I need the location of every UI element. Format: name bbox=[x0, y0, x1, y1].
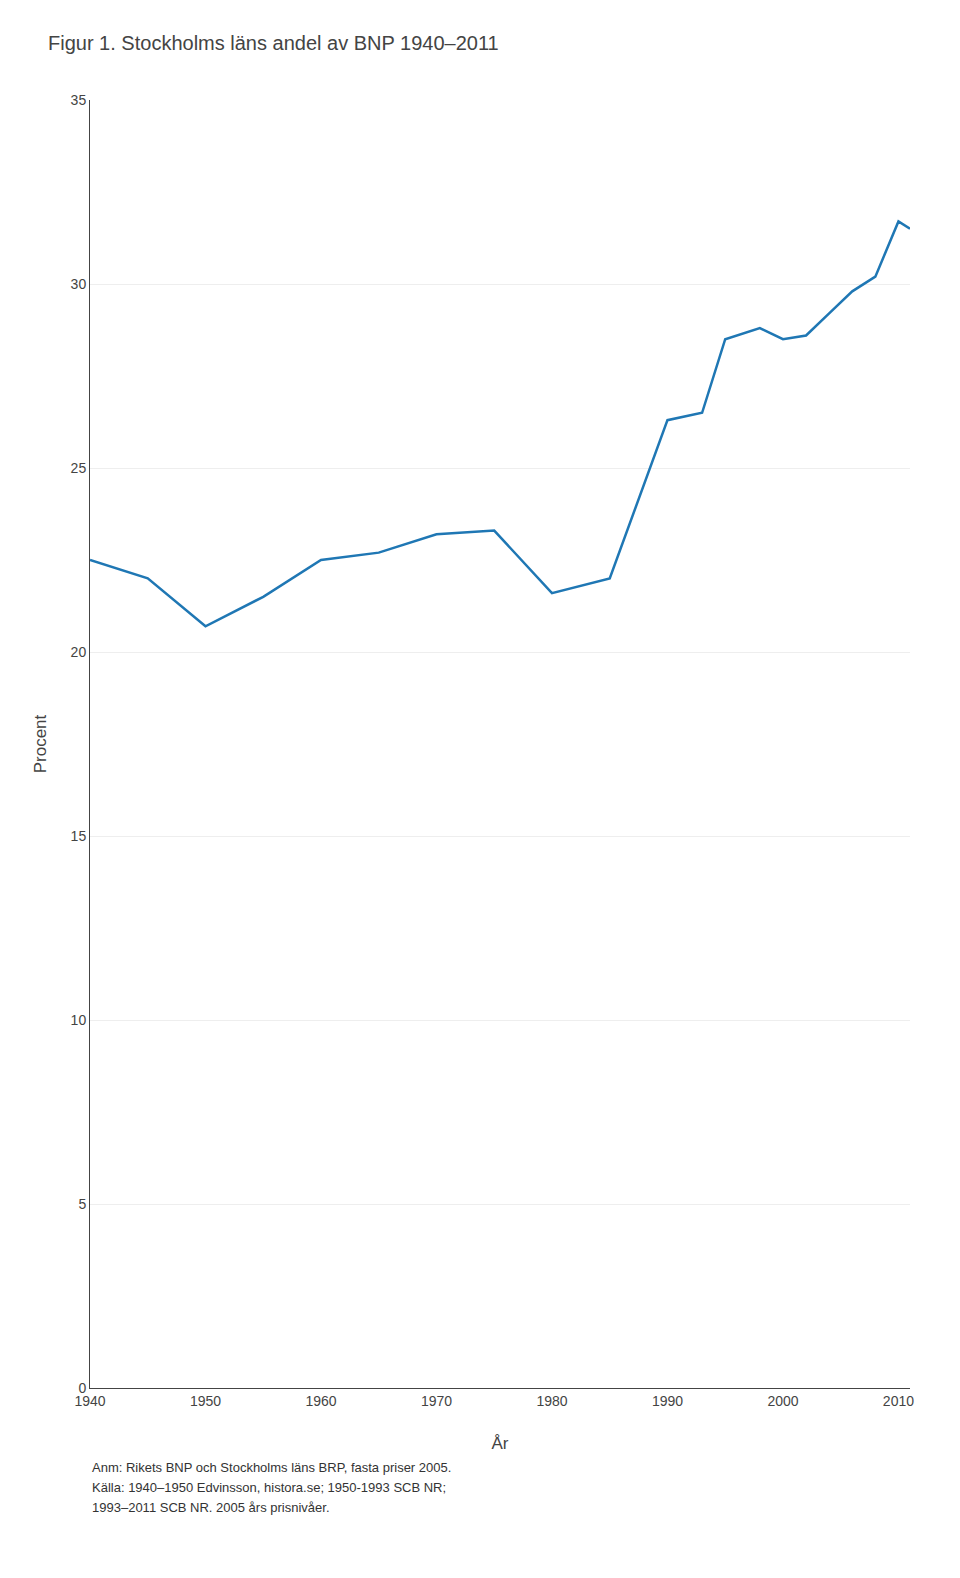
svg-text:35: 35 bbox=[71, 92, 87, 108]
svg-text:Procent: Procent bbox=[31, 714, 50, 773]
svg-text:10: 10 bbox=[71, 1012, 87, 1028]
svg-text:1990: 1990 bbox=[652, 1393, 683, 1409]
svg-text:2000: 2000 bbox=[767, 1393, 798, 1409]
svg-text:30: 30 bbox=[71, 276, 87, 292]
svg-text:1940: 1940 bbox=[74, 1393, 105, 1409]
svg-text:År: År bbox=[492, 1434, 509, 1453]
svg-text:1993–2011 SCB NR. 2005 års pri: 1993–2011 SCB NR. 2005 års prisnivåer. bbox=[92, 1500, 330, 1515]
svg-text:1960: 1960 bbox=[305, 1393, 336, 1409]
svg-text:15: 15 bbox=[71, 828, 87, 844]
svg-text:1950: 1950 bbox=[190, 1393, 221, 1409]
svg-text:2010: 2010 bbox=[883, 1393, 914, 1409]
svg-text:1970: 1970 bbox=[421, 1393, 452, 1409]
svg-text:1980: 1980 bbox=[536, 1393, 567, 1409]
svg-text:Källa: 1940–1950 Edvinsson, hi: Källa: 1940–1950 Edvinsson, histora.se; … bbox=[92, 1480, 446, 1495]
svg-text:20: 20 bbox=[71, 644, 87, 660]
svg-text:5: 5 bbox=[78, 1196, 86, 1212]
svg-text:Anm: Rikets BNP och Stockholms: Anm: Rikets BNP och Stockholms läns BRP,… bbox=[92, 1460, 451, 1475]
svg-text:Figur 1. Stockholms läns andel: Figur 1. Stockholms läns andel av BNP 19… bbox=[48, 32, 499, 54]
svg-text:25: 25 bbox=[71, 460, 87, 476]
svg-text:0: 0 bbox=[78, 1380, 86, 1396]
